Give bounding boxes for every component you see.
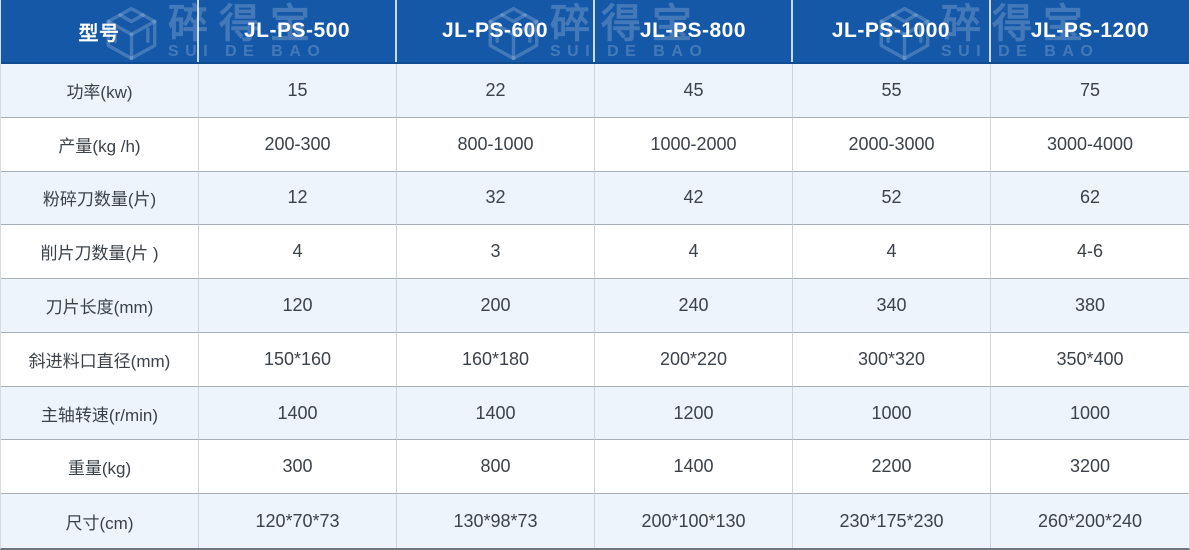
spec-row-label: 产量(kg /h)	[1, 117, 199, 172]
spec-cell: 260*200*240	[1037, 510, 1143, 531]
spec-cell: 1000-2000	[595, 117, 793, 172]
spec-row-label: 重量(kg)	[1, 440, 199, 495]
table-row: 尺寸(cm) 120*70*73 130*98*73 200*100*130 2…	[1, 494, 1189, 549]
spec-cell: 300	[199, 440, 397, 495]
spec-cell: 130*98*73	[397, 494, 595, 549]
spec-cell: 340	[793, 279, 991, 333]
table-row: 产量(kg /h) 200-300 800-1000 1000-2000 200…	[1, 117, 1189, 172]
column-header-model: JL-PS-600	[397, 0, 595, 62]
spec-row-label: 尺寸(cm)	[1, 494, 199, 549]
spec-cell: 4-6	[991, 225, 1189, 280]
table-row: 刀片长度(mm) 120 200 240 340 380	[1, 279, 1189, 333]
spec-cell: 1400	[397, 386, 595, 441]
table-row: 粉碎刀数量(片) 12 32 42 52 62	[1, 171, 1189, 226]
spec-cell: 4	[199, 225, 397, 280]
spec-row-label: 刀片长度(mm)	[1, 279, 199, 333]
spec-cell: 380	[991, 279, 1189, 333]
column-header-model: JL-PS-1000	[793, 0, 991, 62]
column-header-model: JL-PS-1200	[1030, 19, 1150, 42]
spec-cell: 1400	[595, 440, 793, 495]
spec-cell: 3	[397, 225, 595, 280]
spec-cell: 150*160	[199, 332, 397, 387]
spec-row-label: 主轴转速(r/min)	[1, 386, 199, 441]
table-row: 削片刀数量(片 ) 4 3 4 4 4-6	[1, 225, 1189, 280]
spec-cell: 15	[199, 64, 397, 118]
spec-cell: 62	[991, 172, 1189, 226]
spec-cell: 1200	[595, 386, 793, 441]
spec-cell: 75	[991, 64, 1189, 118]
spec-cell: 32	[397, 171, 595, 226]
spec-cell: 55	[793, 64, 991, 118]
spec-cell: 230*175*230	[793, 494, 991, 549]
table-row: 功率(kw) 15 22 45 55 75	[1, 64, 1189, 118]
table-header: 碎得宝 SUI DE BAO 碎得宝 SUI D	[1, 0, 1189, 64]
spec-cell: 350*400	[991, 333, 1189, 387]
spec-cell: 200*100*130	[595, 494, 793, 549]
table-row: 主轴转速(r/min) 1400 1400 1200 1000 1000	[1, 386, 1189, 441]
table-row: 斜进料口直径(mm) 150*160 160*180 200*220 300*3…	[1, 332, 1189, 387]
spec-cell: 2200	[793, 440, 991, 495]
spec-row-label: 斜进料口直径(mm)	[1, 332, 199, 387]
spec-row-label: 功率(kw)	[1, 64, 199, 118]
spec-cell: 300*320	[793, 332, 991, 387]
spec-cell: 4	[793, 225, 991, 280]
spec-cell: 800	[397, 440, 595, 495]
spec-cell: 22	[397, 64, 595, 118]
spec-cell: 200-300	[199, 117, 397, 172]
spec-cell: 200*220	[595, 332, 793, 387]
spec-cell: 12	[199, 171, 397, 226]
column-header-model: JL-PS-800	[595, 0, 793, 62]
spec-cell: 120*70*73	[199, 494, 397, 549]
spec-cell: 200	[397, 279, 595, 333]
spec-row-label: 粉碎刀数量(片)	[1, 171, 199, 226]
spec-cell: 240	[595, 279, 793, 333]
spec-cell: 52	[793, 171, 991, 226]
spec-cell: 1000	[793, 386, 991, 441]
spec-cell: 800-1000	[397, 117, 595, 172]
column-header-model: JL-PS-500	[199, 0, 397, 62]
spec-cell: 1000	[991, 387, 1189, 441]
spec-cell: 42	[595, 171, 793, 226]
spec-cell: 3200	[991, 440, 1189, 495]
spec-cell: 2000-3000	[793, 117, 991, 172]
spec-cell: 3000-4000	[991, 118, 1189, 172]
spec-cell: 4	[595, 225, 793, 280]
spec-row-label: 削片刀数量(片 )	[1, 225, 199, 280]
spec-cell: 160*180	[397, 332, 595, 387]
column-header-model-label: 型号	[1, 0, 199, 62]
spec-cell: 120	[199, 279, 397, 333]
table-row: 重量(kg) 300 800 1400 2200 3200	[1, 440, 1189, 495]
spec-cell: 1400	[199, 386, 397, 441]
spec-cell: 45	[595, 64, 793, 118]
